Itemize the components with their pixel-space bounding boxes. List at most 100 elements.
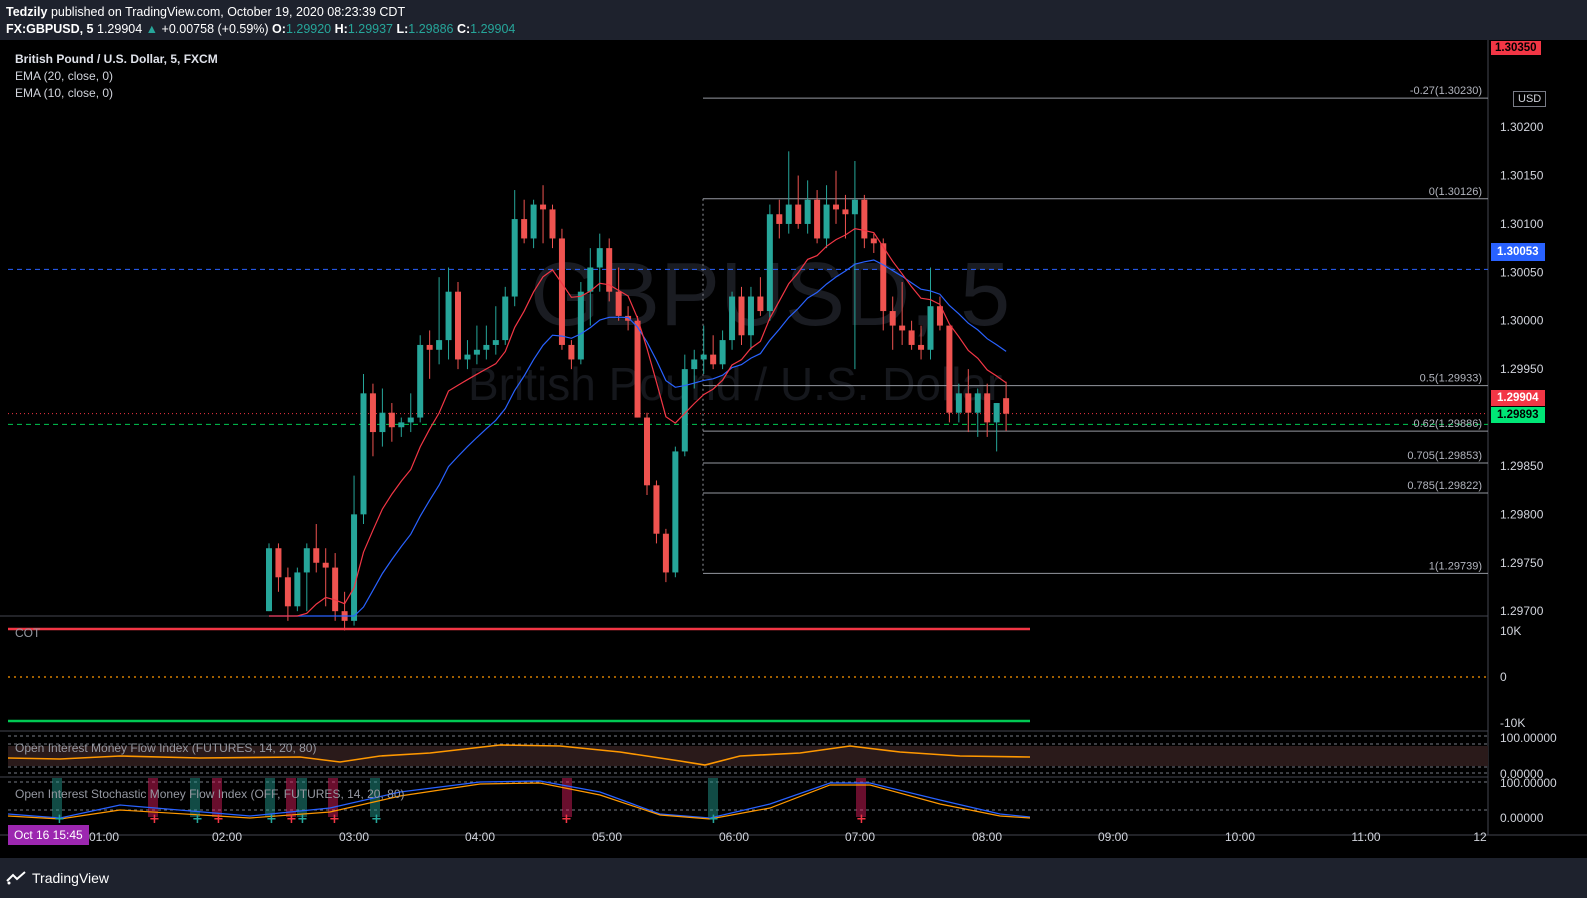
candle [842, 194, 849, 239]
candle-body [804, 199, 811, 224]
candle [785, 151, 792, 234]
y-tick-label: 1.29700 [1500, 604, 1544, 618]
candle [861, 194, 868, 249]
candle [473, 325, 480, 365]
signal-plus-icon: + [286, 812, 297, 827]
candle [700, 325, 707, 374]
candle-body [889, 311, 896, 326]
candle-body [880, 243, 887, 312]
symbol-label: FX:GBPUSD, 5 [6, 22, 94, 36]
candle [681, 354, 688, 457]
candle [927, 267, 934, 360]
candle-body [662, 533, 669, 573]
ema20-legend[interactable]: EMA (20, close, 0) [15, 69, 114, 83]
high-value: 1.29937 [347, 22, 393, 36]
ema10-legend[interactable]: EMA (10, close, 0) [15, 86, 114, 100]
candle-body [511, 219, 518, 297]
author-name[interactable]: Tedzily [6, 5, 48, 19]
candle [266, 543, 272, 612]
signal-plus-icon: + [54, 812, 65, 827]
smfi-signal-bar [297, 778, 307, 817]
candle [388, 403, 395, 442]
fib-level-label: 1(1.29739) [1429, 560, 1482, 572]
currency-label[interactable]: USD [1513, 91, 1547, 107]
candle-body [747, 296, 754, 336]
candle [587, 248, 594, 326]
low-label: L: [396, 22, 409, 36]
y-tick-label: 1.29950 [1500, 362, 1544, 376]
candle-body [521, 219, 528, 239]
candle-body [369, 393, 376, 433]
x-tick-label: 03:00 [339, 830, 369, 844]
tradingview-logo[interactable]: TradingView [6, 870, 109, 886]
candle-body [322, 562, 329, 568]
candle-body [464, 354, 471, 360]
candle [530, 199, 537, 249]
candle-body [946, 325, 953, 413]
candle [870, 233, 877, 253]
candle-body [417, 344, 424, 418]
y-tick-label: 1.30100 [1500, 217, 1544, 231]
candle-body [596, 248, 603, 268]
last-price: 1.29904 [97, 22, 143, 36]
candle [549, 204, 556, 249]
candle-body [558, 238, 565, 345]
candle [568, 340, 575, 370]
signal-plus-icon: + [371, 812, 382, 827]
candle [445, 267, 452, 360]
candle [303, 543, 310, 612]
mfi-tick-100: 100.00000 [1500, 731, 1557, 745]
top-line-price-badge: 1.30350 [1491, 41, 1541, 55]
candle-body [492, 340, 499, 345]
date-badge: Oct 16 15:45 [8, 825, 89, 845]
signal-plus-icon: + [149, 812, 160, 827]
candle-body [870, 238, 877, 244]
ema10-line [269, 227, 1007, 617]
candle [823, 185, 830, 249]
candle [653, 480, 660, 544]
footer-bar: TradingView [0, 858, 1587, 898]
candle [936, 296, 943, 331]
x-tick-label: 02:00 [212, 830, 242, 844]
candle-body [653, 485, 660, 534]
candle-body [851, 199, 858, 215]
candle [946, 325, 953, 423]
candle [606, 238, 613, 302]
candle [880, 238, 887, 331]
candle [672, 446, 679, 578]
candle [814, 190, 821, 244]
candle [294, 567, 301, 612]
smfi-signal-bar [52, 778, 62, 817]
candle [275, 543, 282, 592]
fib-level-label: 0.785(1.29822) [1407, 480, 1482, 492]
publisher-line: Tedzily published on TradingView.com, Oc… [6, 5, 405, 19]
candle [540, 185, 547, 244]
candle [729, 291, 736, 350]
candle [984, 383, 991, 437]
y-tick-label: 1.30150 [1500, 169, 1544, 183]
candle [369, 383, 376, 457]
tradingview-brand: TradingView [32, 870, 110, 886]
candle-body [918, 344, 925, 350]
candle-body [360, 393, 367, 515]
candle-body [436, 340, 443, 350]
oismfi-pane-label: Open Interest Stochastic Money Flow Inde… [15, 787, 405, 801]
mfi-tick-0: 0.00000 [1500, 767, 1544, 781]
x-tick-label: 10:00 [1225, 830, 1255, 844]
candle [521, 199, 528, 244]
candle-body [795, 204, 802, 224]
fib-level-label: 0.5(1.29933) [1420, 373, 1482, 385]
candle-body [407, 417, 414, 423]
x-tick-label: 11:00 [1351, 830, 1380, 844]
candle [398, 417, 405, 437]
smfi-signal-bar [265, 778, 275, 817]
close-label: C: [456, 22, 471, 36]
y-tick-label: 1.29800 [1500, 507, 1544, 521]
smfi-signal-bar [148, 778, 158, 817]
candle [332, 553, 339, 621]
candle [662, 528, 669, 583]
candle-body [984, 393, 991, 423]
x-tick-label: 08:00 [972, 830, 1002, 844]
chart-frame[interactable]: GBPUSD, 5 British Pound / U.S. Dollar 1.29… [0, 40, 1587, 858]
